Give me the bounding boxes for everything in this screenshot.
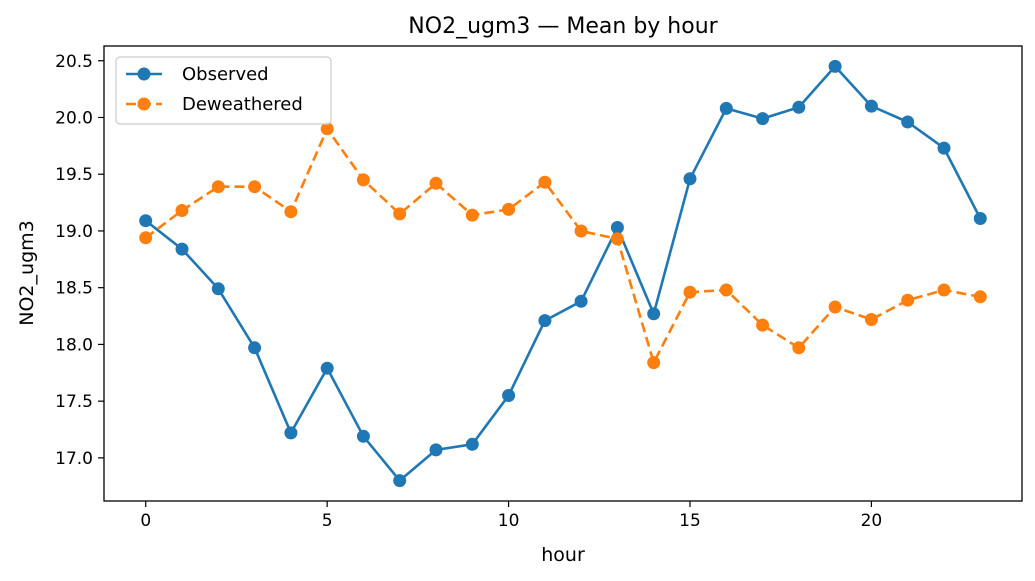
x-tick-label: 20 [861, 511, 883, 531]
data-point-observed [610, 221, 624, 234]
data-point-observed [756, 112, 770, 126]
axis-ticks: 0 5 10 15 20 17.0 17.5 18.0 18.5 19.0 19.5 20.0 20.5 [55, 52, 882, 531]
y-tick-label: 20.0 [55, 108, 93, 128]
x-tick-label: 15 [679, 511, 701, 531]
data-point-deweathered [610, 232, 624, 246]
data-point-deweathered [719, 283, 733, 297]
data-point-observed [973, 212, 987, 225]
data-point-observed [538, 314, 552, 328]
data-point-deweathered [756, 318, 770, 332]
data-point-deweathered [356, 173, 370, 187]
x-axis-label: hour [541, 544, 585, 566]
data-point-observed [211, 282, 225, 296]
data-point-deweathered [864, 313, 878, 326]
x-tick-label: 0 [140, 511, 151, 531]
data-point-observed [465, 437, 479, 451]
y-tick-label: 17.5 [55, 392, 93, 412]
data-point-deweathered [284, 205, 298, 219]
data-point-deweathered [502, 202, 516, 216]
y-tick-label: 18.0 [55, 335, 93, 355]
y-tick-label: 17.0 [55, 449, 93, 469]
data-point-observed [828, 59, 842, 73]
data-point-observed [574, 294, 588, 308]
data-point-observed [356, 429, 370, 443]
data-point-deweathered [574, 224, 588, 238]
data-point-observed [937, 141, 951, 155]
x-tick-label: 10 [498, 511, 520, 531]
plot-area [139, 59, 987, 488]
data-point-observed [284, 426, 298, 440]
chart-title: NO2_ugm3 — Mean by hour [408, 14, 718, 39]
data-point-deweathered [248, 180, 262, 194]
y-tick-label: 20.5 [55, 52, 93, 72]
data-point-observed [647, 307, 661, 321]
data-point-deweathered [973, 290, 987, 304]
data-point-deweathered [683, 285, 697, 299]
data-point-deweathered [901, 293, 915, 307]
legend-label-observed: Observed [182, 64, 269, 85]
data-point-deweathered [828, 300, 842, 314]
data-point-observed [320, 361, 334, 375]
legend-marker-deweathered [137, 97, 151, 111]
y-tick-label: 18.5 [55, 279, 93, 299]
y-tick-label: 19.5 [55, 165, 93, 185]
data-point-observed [901, 115, 915, 129]
series-line-observed [144, 65, 982, 482]
data-point-deweathered [139, 231, 153, 245]
data-point-observed [502, 389, 516, 402]
y-axis-label: NO2_ugm3 [16, 220, 38, 325]
data-point-deweathered [538, 175, 552, 189]
data-point-observed [139, 214, 153, 228]
x-tick-label: 5 [322, 511, 333, 531]
y-tick-label: 19.0 [55, 222, 93, 242]
data-point-deweathered [429, 176, 443, 190]
data-point-deweathered [465, 208, 479, 222]
legend: Observed Deweathered [115, 56, 332, 125]
legend-label-deweathered: Deweathered [182, 94, 303, 115]
data-point-deweathered [320, 122, 334, 136]
axes-frame [103, 45, 1023, 502]
data-point-observed [719, 101, 733, 115]
data-point-deweathered [211, 180, 225, 194]
data-point-observed [864, 99, 878, 113]
data-point-deweathered [175, 204, 189, 217]
data-point-observed [429, 443, 443, 457]
data-point-deweathered [393, 207, 407, 221]
data-point-observed [393, 474, 407, 488]
data-point-observed [248, 341, 262, 355]
data-point-deweathered [792, 341, 806, 355]
legend-box [115, 56, 332, 125]
data-point-deweathered [937, 283, 951, 297]
data-point-deweathered [647, 356, 661, 370]
data-point-observed [792, 100, 806, 114]
data-point-observed [683, 172, 697, 186]
data-point-observed [175, 242, 189, 256]
legend-marker-observed [137, 67, 151, 81]
